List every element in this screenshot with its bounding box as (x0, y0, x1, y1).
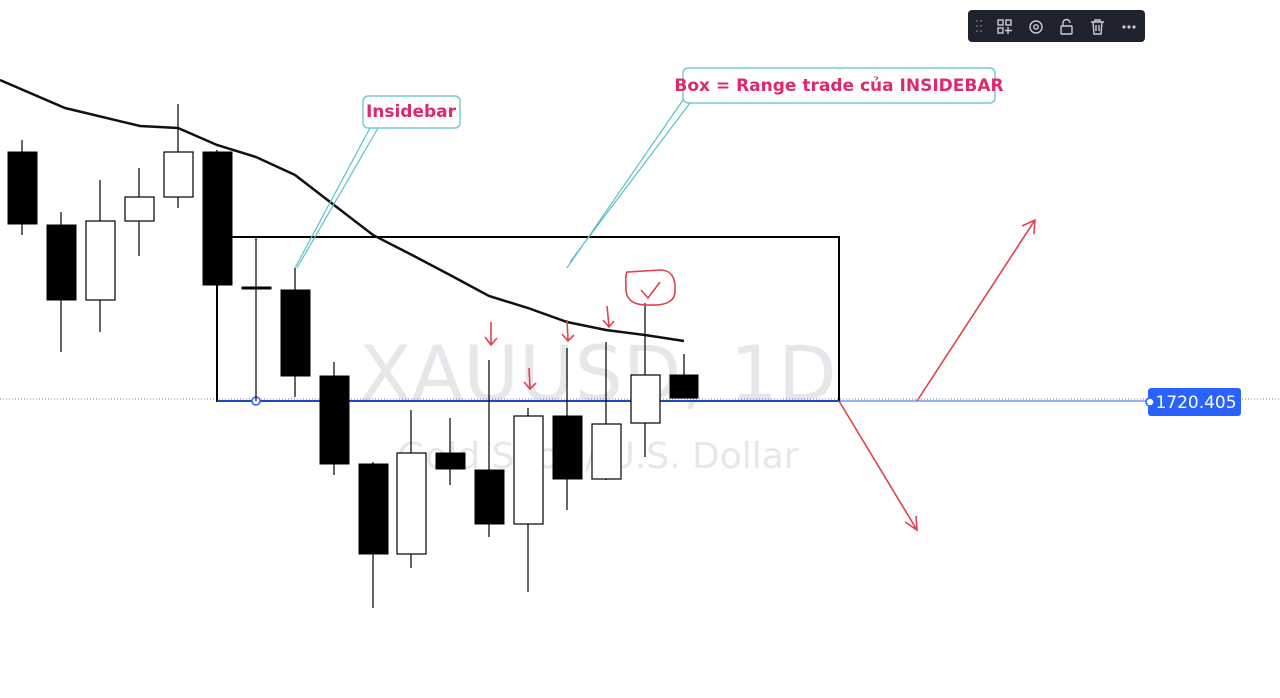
candle-body (85, 220, 116, 301)
shape (1132, 25, 1136, 29)
candle-body (163, 151, 194, 198)
price-label: 1720.405 (1155, 393, 1236, 413)
callout-text: Box = Range trade của INSIDEBAR (674, 76, 1003, 96)
shape (640, 281, 661, 300)
candle-body (241, 286, 272, 290)
shape (980, 30, 982, 32)
candle-body (46, 224, 77, 301)
candle-body (997, 19, 1004, 26)
shape (980, 20, 982, 22)
candle-body (358, 463, 389, 555)
shape (838, 400, 918, 532)
moving-average (0, 78, 685, 343)
delete-button[interactable] (1091, 19, 1104, 35)
candle-body (513, 415, 544, 525)
shape (1033, 24, 1039, 30)
shape (602, 305, 615, 329)
red-drawings (484, 218, 1036, 532)
candle-body (630, 374, 661, 424)
shape (916, 218, 1036, 402)
watermark-symbol: XAUUSD, 1D (359, 329, 836, 418)
candle-body (552, 415, 583, 480)
shape (561, 319, 575, 343)
candle-body (124, 196, 155, 222)
callout-box[interactable] (362, 95, 461, 129)
more-button[interactable] (1122, 25, 1136, 29)
shape (1029, 20, 1043, 34)
candle-body (474, 469, 505, 525)
shape (976, 25, 978, 27)
shape (1127, 25, 1131, 29)
shape (624, 269, 676, 306)
candle-body (396, 452, 427, 555)
callout-box[interactable] (682, 67, 996, 104)
candle-body (435, 452, 466, 470)
callout-text: Insidebar (366, 102, 457, 122)
shape (484, 322, 498, 347)
template-button[interactable] (997, 19, 1012, 34)
shape (1005, 27, 1012, 34)
candle-body (319, 375, 350, 465)
candle-body (997, 27, 1004, 34)
drawing-toolbar (968, 10, 1145, 42)
callout-pointer (294, 127, 379, 269)
price-label-box (1148, 388, 1241, 416)
shape (523, 367, 537, 391)
candles (7, 104, 699, 608)
price-handle[interactable] (1145, 397, 1155, 407)
candle-body (968, 10, 1145, 42)
shape (980, 25, 982, 27)
candle-body (591, 423, 622, 480)
shape (976, 20, 978, 22)
candle-body (7, 151, 38, 225)
candle-body (202, 151, 233, 286)
shape (1122, 25, 1126, 29)
candle-body (1060, 25, 1073, 35)
candle-body (1005, 19, 1012, 26)
shape (976, 30, 978, 32)
shape (976, 20, 982, 32)
candle-body (280, 289, 311, 377)
shape (1062, 18, 1071, 26)
callout-pointer (566, 99, 691, 269)
lock-button[interactable] (1060, 18, 1073, 35)
settings-button[interactable] (1029, 20, 1043, 34)
candle-body (669, 374, 699, 399)
shape (1091, 19, 1104, 35)
